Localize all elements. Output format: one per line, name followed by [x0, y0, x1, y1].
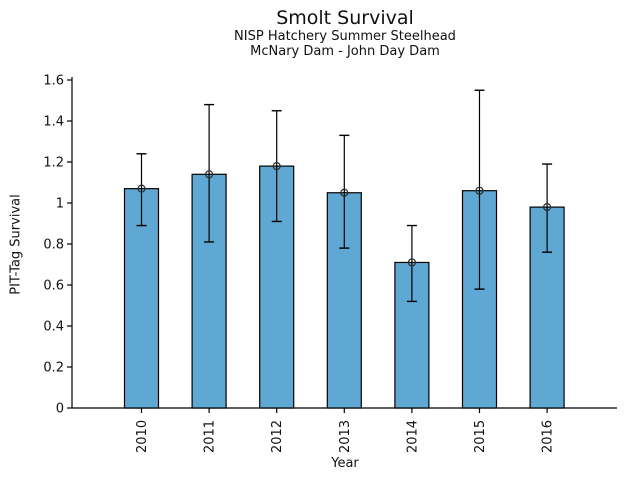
y-tick-label: 1.2 — [43, 156, 64, 171]
y-tick-label: 1.4 — [43, 115, 64, 130]
x-tick-label-2012: 2012 — [270, 420, 285, 453]
x-tick-label-2010: 2010 — [135, 420, 150, 453]
chart-title: Smolt Survival — [276, 7, 414, 29]
y-tick-label: 0.2 — [43, 361, 64, 376]
x-tick-label-2014: 2014 — [405, 420, 420, 453]
chart-subtitle-line1: NISP Hatchery Summer Steelhead — [234, 29, 456, 44]
mean-marker-2013 — [340, 188, 349, 197]
y-tick-label: 0.8 — [43, 238, 64, 253]
y-tick-label: 0 — [56, 402, 64, 417]
title-block: Smolt Survival NISP Hatchery Summer Stee… — [72, 7, 618, 60]
y-tick-label: 0.4 — [43, 320, 64, 335]
y-tick-label: 1.6 — [43, 74, 64, 89]
chart-subtitle-line2: McNary Dam - John Day Dam — [250, 44, 440, 59]
y-tick-label: 0.6 — [43, 279, 64, 294]
mean-marker-2011 — [205, 170, 214, 179]
x-tick-label-2011: 2011 — [203, 420, 218, 453]
mean-marker-2012 — [272, 162, 281, 171]
mean-marker-2016 — [542, 203, 552, 212]
y-tick-label: 1 — [56, 197, 64, 212]
x-tick-label-2013: 2013 — [338, 420, 353, 453]
mean-marker-2015 — [475, 186, 484, 195]
x-tick-label-2015: 2015 — [473, 420, 488, 453]
mean-marker-2010 — [137, 184, 146, 193]
mean-marker-2014 — [407, 258, 416, 267]
x-tick-label-2016: 2016 — [541, 420, 556, 453]
x-axis-label: Year — [331, 456, 359, 471]
